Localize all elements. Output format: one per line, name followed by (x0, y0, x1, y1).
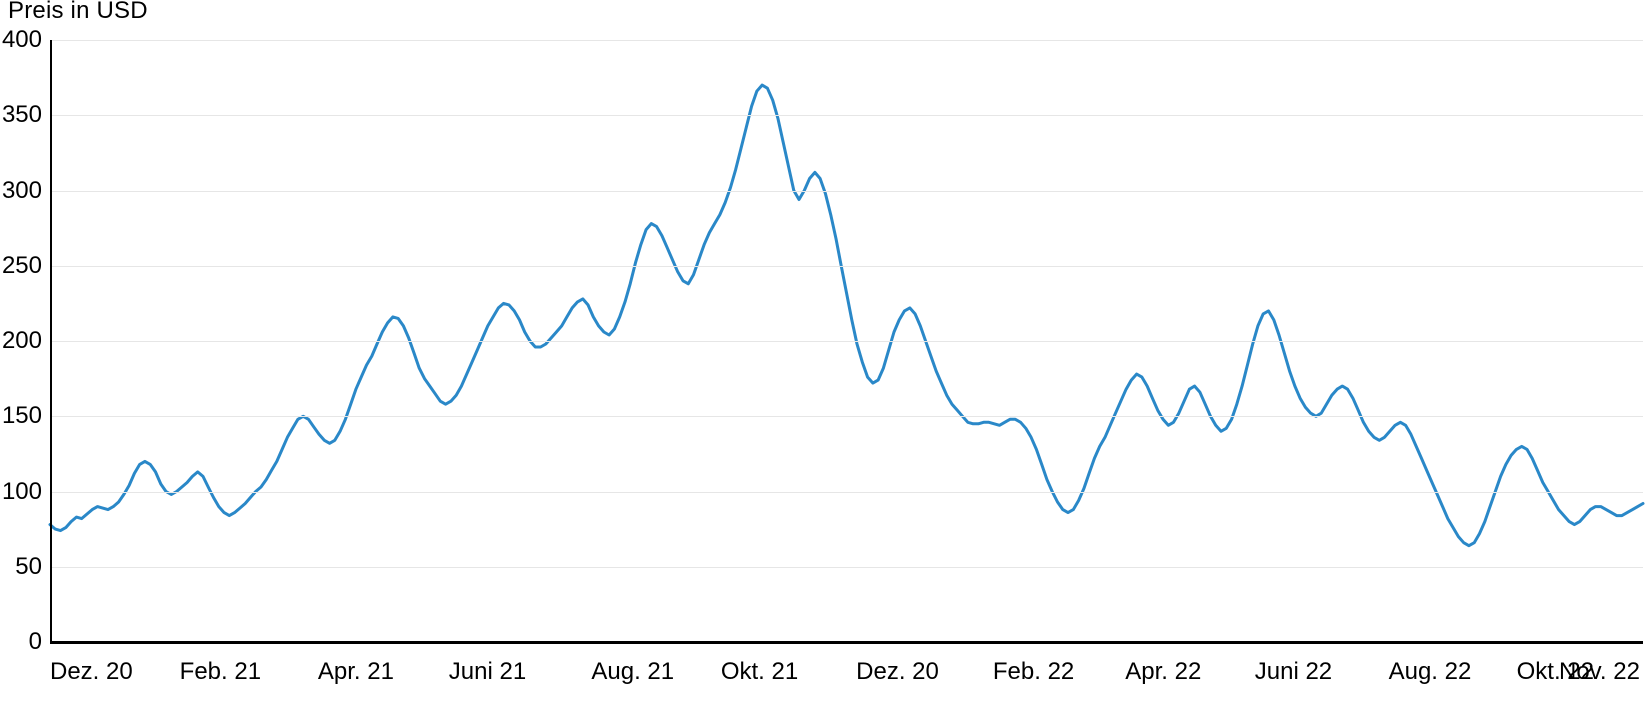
x-tick-label: Nov. 22 (1559, 658, 1640, 686)
y-tick-label: 150 (0, 402, 42, 430)
y-tick-label: 250 (0, 252, 42, 280)
x-tick-label: Juni 22 (1255, 658, 1332, 686)
x-tick-label: Apr. 21 (318, 658, 394, 686)
gridline (50, 567, 1643, 568)
x-tick-label: Aug. 22 (1389, 658, 1472, 686)
gridline (50, 492, 1643, 493)
gridline (50, 40, 1643, 41)
y-tick-label: 350 (0, 101, 42, 129)
x-tick-label: Aug. 21 (591, 658, 674, 686)
gridline (50, 341, 1643, 342)
y-tick-label: 400 (0, 26, 42, 54)
gridline (50, 416, 1643, 417)
gridline (50, 191, 1643, 192)
x-tick-label: Dez. 20 (856, 658, 939, 686)
x-tick-label: Okt. 21 (721, 658, 798, 686)
price-line-chart: Preis in USD 050100150200250300350400Dez… (0, 0, 1650, 701)
x-tick-label: Juni 21 (449, 658, 526, 686)
y-tick-label: 200 (0, 327, 42, 355)
y-tick-label: 50 (0, 553, 42, 581)
y-tick-label: 100 (0, 478, 42, 506)
x-tick-label: Apr. 22 (1125, 658, 1201, 686)
y-tick-label: 0 (0, 628, 42, 656)
y-tick-label: 300 (0, 177, 42, 205)
x-tick-label: Dez. 20 (50, 658, 133, 686)
x-tick-label: Feb. 21 (180, 658, 261, 686)
y-axis (50, 40, 52, 642)
price-series-line (50, 85, 1643, 546)
gridline (50, 266, 1643, 267)
plot-svg (0, 0, 1650, 701)
gridline (50, 115, 1643, 116)
x-axis (50, 641, 1643, 644)
x-tick-label: Feb. 22 (993, 658, 1074, 686)
